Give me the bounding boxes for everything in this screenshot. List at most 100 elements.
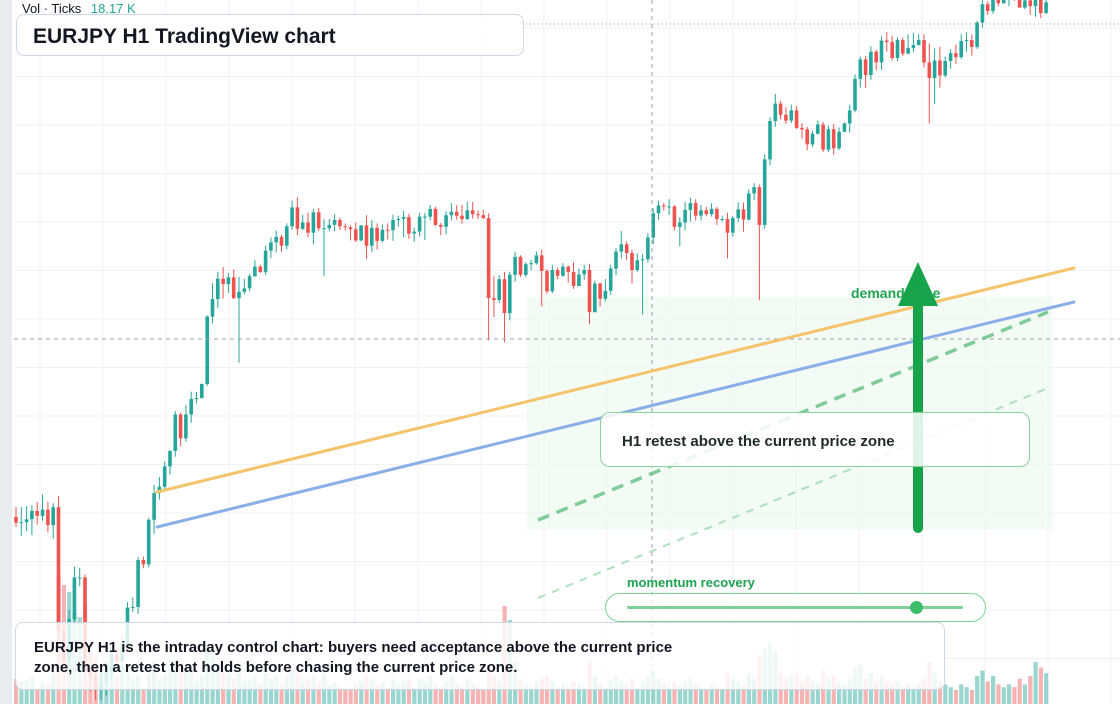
volume-bar	[337, 687, 343, 704]
volume-bar	[805, 676, 810, 704]
projection-faint-dashed-line	[537, 387, 1049, 599]
candle-body	[895, 40, 900, 58]
candle-body	[688, 203, 693, 210]
retest-callout-text: H1 retest above the current price zone	[622, 433, 895, 450]
volume-bar	[1028, 676, 1033, 704]
candle-body	[741, 209, 746, 220]
volume-bar	[922, 678, 927, 704]
volume-bar	[284, 676, 289, 704]
candle-body	[423, 216, 427, 218]
candle-body	[789, 110, 794, 121]
volume-bar	[1044, 673, 1049, 704]
volume-bar	[688, 678, 693, 704]
candle-body	[295, 207, 300, 229]
volume-bar	[417, 678, 422, 704]
candle-body	[253, 266, 257, 277]
volume-bar	[19, 681, 24, 704]
volume-bar	[29, 677, 35, 704]
volume-bar	[789, 676, 794, 704]
candle-body	[693, 203, 698, 216]
volume-bar	[534, 681, 539, 704]
candle-body	[561, 266, 565, 276]
candle-body	[348, 227, 353, 230]
candle-body	[285, 226, 289, 246]
volume-bar	[608, 678, 613, 704]
volume-bar	[391, 678, 396, 704]
candle-body	[566, 266, 570, 272]
volume-bar	[874, 681, 879, 704]
chart-title: EURJPY H1 TradingView chart	[33, 25, 336, 48]
volume-bar	[975, 676, 980, 704]
candle-body	[1033, 0, 1038, 7]
volume-bar	[911, 687, 916, 704]
candle-body	[322, 228, 326, 230]
volume-bar	[306, 678, 311, 704]
volume-legend[interactable]: Vol · Ticks 18.17 K	[22, 1, 136, 16]
volume-bar	[460, 687, 465, 704]
candle-body	[77, 577, 82, 579]
volume-bar	[242, 681, 247, 704]
candle-body	[582, 270, 586, 275]
momentum-label: momentum recovery	[627, 575, 755, 590]
volume-bar	[1007, 684, 1012, 704]
candle-body	[720, 219, 724, 221]
candle-body	[752, 187, 756, 194]
momentum-slider-knob[interactable]	[909, 601, 923, 614]
volume-bar	[969, 690, 974, 704]
candle-body	[152, 493, 156, 520]
candle-body	[205, 316, 209, 384]
candle-body	[863, 59, 868, 75]
candle-body	[407, 217, 411, 234]
candle-body	[954, 53, 958, 58]
volume-bar	[14, 678, 19, 704]
volume-bar	[523, 684, 528, 704]
candle-body	[444, 215, 448, 227]
candle-body	[35, 511, 39, 516]
candle-body	[210, 299, 215, 317]
volume-bar	[783, 678, 789, 704]
candle-body	[428, 208, 432, 217]
candle-body	[380, 229, 385, 241]
candle-body	[970, 40, 974, 47]
volume-bar	[704, 690, 709, 704]
volume-bar	[231, 678, 236, 704]
volume-bar	[1012, 687, 1017, 704]
volume-bar	[396, 684, 401, 704]
candle-body	[449, 211, 454, 216]
candle-body	[991, 0, 995, 11]
candle-body	[619, 244, 624, 252]
volume-bar	[412, 687, 417, 704]
volume-bar	[985, 681, 990, 704]
volume-bar	[895, 681, 900, 704]
candle-body	[539, 255, 544, 271]
volume-bar	[736, 681, 741, 704]
candle-body	[279, 237, 284, 246]
candle-body	[290, 207, 294, 227]
candle-body	[821, 124, 825, 150]
volume-bar	[709, 684, 714, 704]
candle-body	[980, 4, 985, 23]
volume-bar	[114, 676, 120, 704]
candle-body	[370, 227, 374, 246]
candle-body	[492, 298, 496, 300]
volume-bar	[661, 684, 666, 704]
candle-body	[269, 242, 273, 251]
candle-body	[311, 212, 316, 233]
volume-bar	[35, 687, 40, 704]
candle-body	[906, 47, 910, 54]
candle-body	[885, 40, 889, 43]
volume-bar	[842, 684, 847, 704]
volume-bar	[576, 684, 582, 704]
candle-body	[550, 270, 555, 292]
projection-dashed-line	[537, 310, 1049, 522]
candle-body	[757, 187, 762, 225]
candle-body	[938, 60, 942, 76]
candle-body	[51, 507, 55, 526]
candle-body	[725, 219, 730, 233]
candle-body	[635, 260, 640, 270]
candle-body	[853, 78, 857, 111]
candle-body	[747, 193, 751, 220]
volume-bar	[693, 684, 698, 704]
retest-callout: H1 retest above the current price zone	[600, 412, 1030, 467]
momentum-slider[interactable]	[605, 593, 986, 622]
